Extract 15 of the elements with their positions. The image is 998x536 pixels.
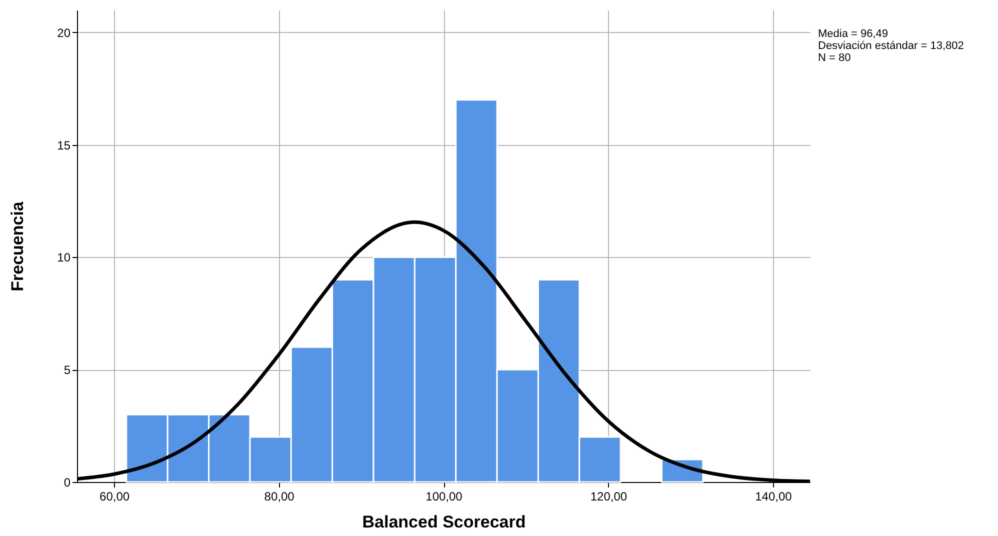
x-tick-label: 140,00 [755,490,792,504]
y-axis-title: Frecuencia [8,201,28,292]
y-tick-label: 5 [64,363,71,378]
y-tick-label: 0 [64,476,71,490]
x-tick-label: 100,00 [426,490,463,504]
text: Desviación estándar = 13,802 [818,40,964,52]
x-tick-label: 120,00 [590,490,628,504]
y-tick-label: 15 [57,138,71,152]
x-tick-label: 60,00 [100,490,130,504]
y-tick-label: 20 [57,26,71,40]
x-axis-title: Balanced Scorecard [362,512,526,532]
x-tick-label: 80,00 [264,490,295,504]
y-tick-label: 10 [57,250,71,265]
text: N = 80 [818,52,852,64]
text: Media = 96,49 [818,28,890,40]
